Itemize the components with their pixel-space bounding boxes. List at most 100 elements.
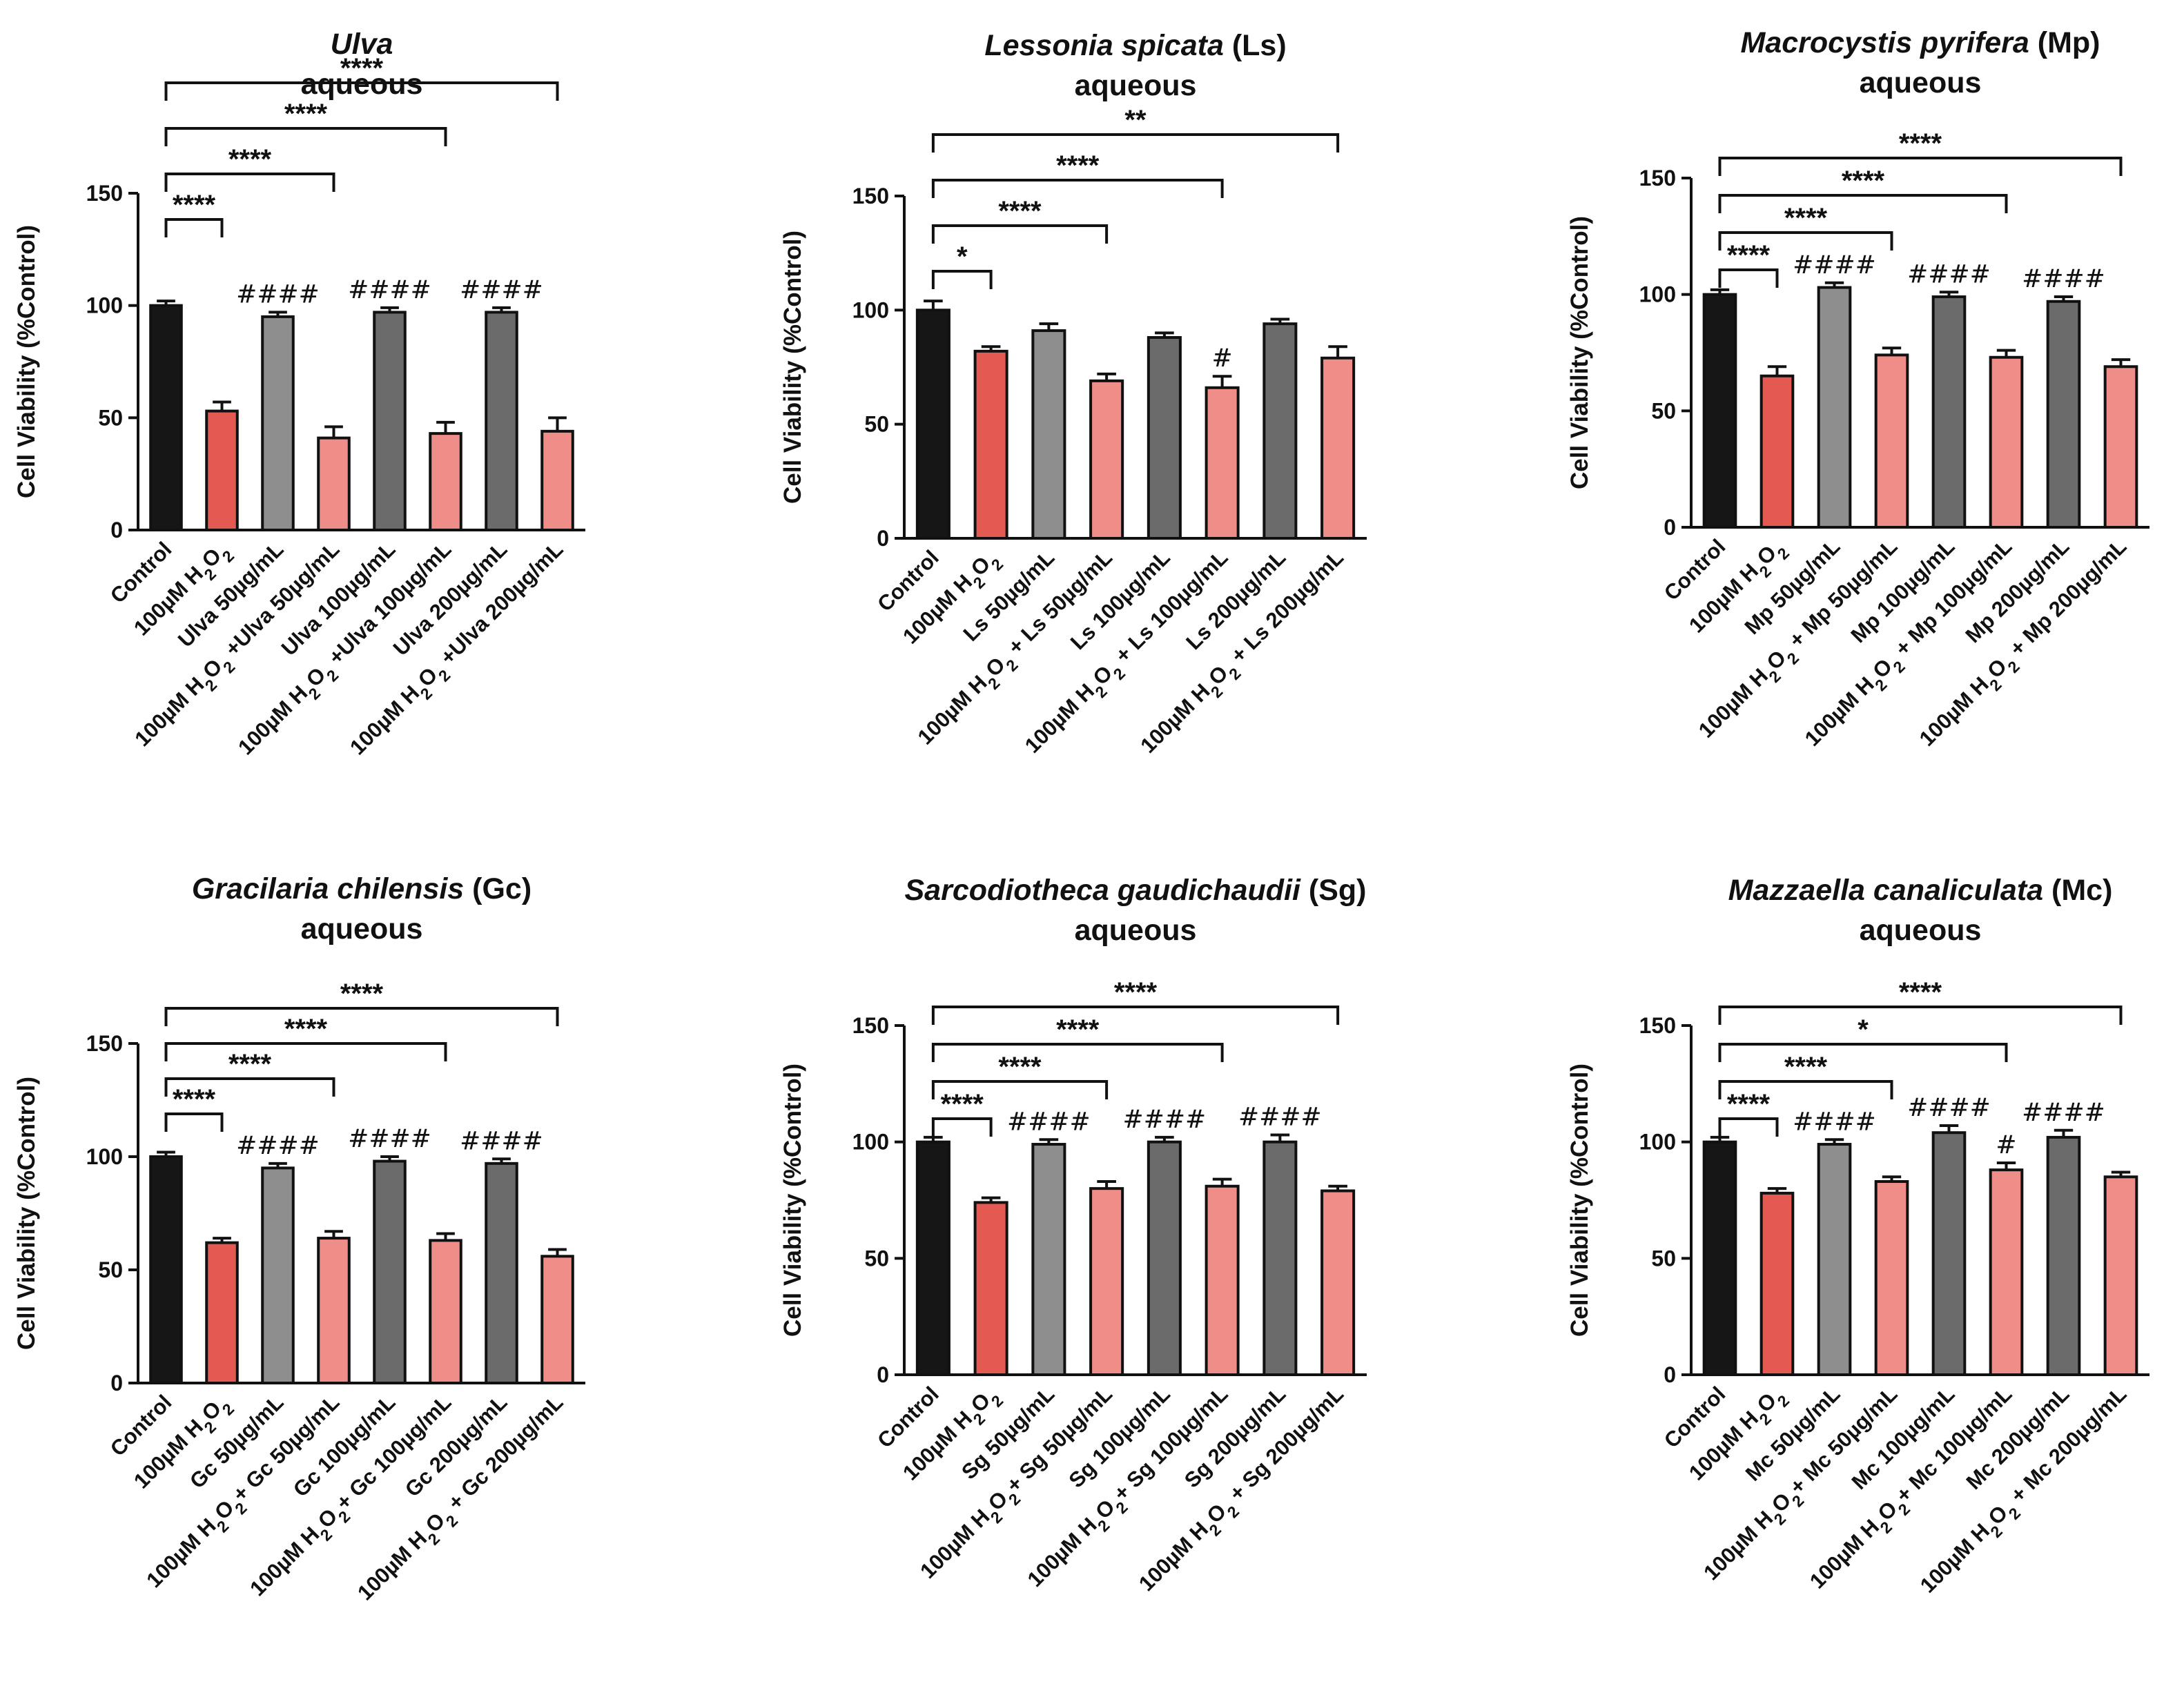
significance-label: **** (1784, 203, 1828, 233)
y-tick-label: 50 (864, 1246, 889, 1271)
significance-bracket (931, 1043, 1224, 1062)
bar (915, 1140, 950, 1376)
x-tick-label: Ls 100µg/mL (1066, 545, 1175, 654)
chart-title-species: Ulva (331, 28, 393, 61)
significance-bracket (931, 1117, 993, 1137)
significance-bracket (931, 224, 1109, 244)
chart-subtitle: aqueous (301, 912, 423, 945)
y-tick-label: 150 (1639, 1013, 1676, 1038)
significance-hash: #### (2022, 265, 2105, 293)
significance-label: **** (228, 144, 272, 175)
bar (1874, 353, 1909, 529)
significance-hash: #### (236, 1132, 320, 1160)
significance-label: **** (173, 190, 216, 220)
bar (973, 349, 1008, 540)
significance-hash: #### (236, 280, 320, 308)
chart-panel-3: Macrocystis pyrifera (Mp) aqueous Cell Via… (1566, 26, 2149, 751)
significance-label: **** (284, 99, 328, 129)
significance-label: **** (1784, 1052, 1828, 1082)
chart-title-species: Mazzaella canaliculata (1728, 874, 2044, 907)
chart-panel-6: Mazzaella canaliculata (Mc) aqueous Cell V… (1566, 874, 2149, 1598)
bar (373, 1159, 407, 1385)
y-tick-label: 0 (1664, 1362, 1676, 1387)
y-axis-label: Cell Viability (%Control) (1566, 1063, 1593, 1337)
bar (973, 1201, 1008, 1376)
bar (429, 432, 462, 532)
chart-panel-5: Sarcodiotheca gaudichaudii (Sg) aqueous Ce… (779, 874, 1367, 1596)
bar (1205, 386, 1240, 540)
chart-panel-4: Gracilaria chilensis (Gc) aqueous Cell Via… (13, 872, 585, 1605)
chart-title-species: Gracilaria chilensis (192, 872, 464, 905)
significance-hash: #### (2022, 1099, 2105, 1127)
bar (1320, 1189, 1356, 1377)
bar (2103, 1175, 2138, 1377)
bar (149, 1155, 183, 1384)
chart-panel-2: Lessonia spicata (Ls) aqueous Cell Viabili… (779, 29, 1367, 758)
significance-hash: #### (460, 1127, 543, 1155)
chart-title-species: Macrocystis pyrifera (1741, 26, 2029, 59)
y-tick-label: 150 (852, 1013, 889, 1038)
chart-title: Gracilaria chilensis (Gc) (192, 872, 532, 905)
bar (1089, 1187, 1124, 1376)
bar (205, 409, 239, 531)
bar (1931, 295, 1967, 529)
y-tick-label: 150 (86, 181, 123, 206)
y-tick-label: 150 (1639, 166, 1676, 190)
significance-hash: #### (460, 276, 543, 304)
significance-bracket (1718, 1006, 2123, 1025)
significance-bracket (164, 1042, 447, 1061)
bar (1817, 1143, 1852, 1377)
y-tick-label: 100 (1639, 282, 1676, 307)
y-axis-label: Cell Viability (%Control) (13, 1077, 40, 1350)
bar (1205, 1184, 1240, 1376)
bar (1931, 1131, 1967, 1376)
y-tick-label: 50 (1651, 398, 1676, 423)
significance-hash: #### (1907, 260, 1991, 288)
chart-subtitle: aqueous (1860, 66, 1982, 99)
significance-bracket (1718, 231, 1893, 251)
bar (540, 429, 574, 531)
bar (317, 1237, 351, 1384)
bar (485, 1161, 518, 1384)
bar (1031, 1143, 1066, 1377)
significance-label: **** (284, 1014, 328, 1044)
significance-label: **** (173, 1084, 216, 1115)
chart-title-species: Lessonia spicata (984, 29, 1224, 62)
chart-title: Ulva (331, 28, 393, 61)
bar (317, 436, 351, 532)
bar (149, 304, 183, 531)
significance-label: **** (998, 196, 1042, 226)
significance-label: **** (941, 1089, 984, 1119)
bar (2046, 1135, 2081, 1377)
significance-label: **** (1056, 150, 1100, 181)
significance-label: ** (1124, 105, 1147, 135)
x-tick-label: Sg 100µg/mL (1064, 1382, 1174, 1492)
bar (1817, 286, 1852, 529)
significance-bracket (931, 1006, 1340, 1025)
chart-title: Lessonia spicata (Ls) (984, 29, 1286, 62)
y-tick-label: 150 (86, 1031, 123, 1056)
chart-title-abbrev: (Sg) (1300, 874, 1367, 907)
significance-label: **** (1727, 1089, 1771, 1119)
significance-hash: #### (1007, 1108, 1091, 1136)
bar (485, 311, 518, 531)
bar (261, 1166, 295, 1385)
significance-label: **** (1899, 977, 1942, 1008)
y-axis-label: Cell Viability (%Control) (1566, 216, 1593, 489)
bar (2046, 300, 2081, 529)
bar (1702, 293, 1737, 529)
significance-bracket (164, 127, 447, 146)
chart-title-abbrev: (Mc) (2043, 874, 2112, 907)
significance-label: **** (340, 979, 384, 1009)
x-tick-label: Sg 200µg/mL (1180, 1382, 1290, 1492)
significance-bracket (164, 1112, 224, 1132)
y-axis-label: Cell Viability (%Control) (13, 225, 40, 498)
y-axis-label: Cell Viability (%Control) (779, 231, 806, 504)
bar (1147, 336, 1182, 540)
y-tick-label: 100 (1639, 1130, 1676, 1155)
significance-label: **** (1114, 977, 1158, 1008)
bar (1031, 329, 1066, 540)
bar (1874, 1180, 1909, 1376)
y-tick-label: 50 (1651, 1246, 1676, 1271)
chart-subtitle: aqueous (1860, 914, 1982, 947)
